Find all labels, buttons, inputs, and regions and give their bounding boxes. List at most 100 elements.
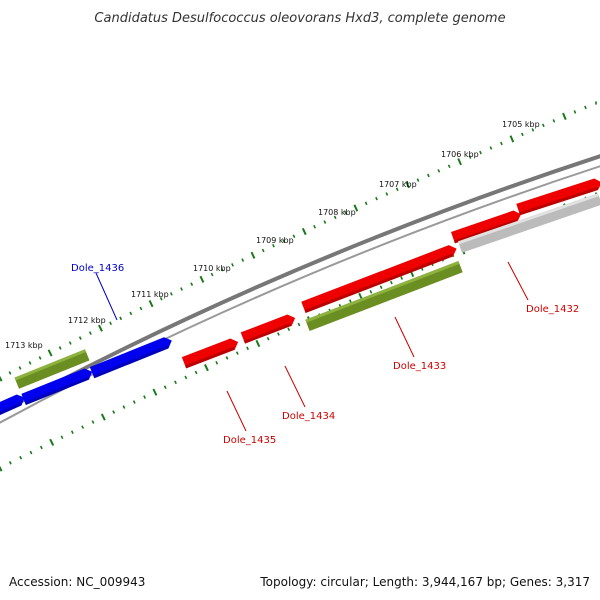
outer-ring-tick bbox=[88, 331, 92, 335]
leader-dole-1435 bbox=[226, 390, 247, 432]
gene-green-left[interactable] bbox=[14, 349, 90, 389]
inner-ring-tick bbox=[246, 346, 249, 351]
outer-ring-tick bbox=[521, 132, 524, 137]
gene-red-mid[interactable] bbox=[301, 243, 458, 313]
kbp-label-1709: 1709 kbp bbox=[256, 236, 294, 245]
map-title: Candidatus Desulfococcus oleovorans Hxd3… bbox=[94, 11, 505, 26]
gene-label-dole-1435[interactable]: Dole_1435 bbox=[223, 435, 276, 446]
gene-dole-1435[interactable] bbox=[181, 336, 240, 369]
gene-dole-1436[interactable] bbox=[89, 335, 174, 379]
inner-ring-tick bbox=[152, 388, 158, 396]
kbp-label-1713: 1713 kbp bbox=[5, 341, 43, 350]
outer-ring-tick bbox=[58, 346, 62, 350]
outer-ring-tick bbox=[231, 263, 234, 267]
kbp-label-1707: 1707 kbp bbox=[379, 180, 417, 189]
outer-ring-tick bbox=[584, 105, 587, 110]
kbp-label-1706: 1706 kbp bbox=[441, 150, 479, 159]
outer-ring-tick bbox=[457, 158, 462, 166]
outer-ring-tick bbox=[385, 192, 389, 196]
leader-dole-1436 bbox=[95, 272, 118, 321]
gene-label-dole-1434[interactable]: Dole_1434 bbox=[282, 411, 335, 422]
outer-ring-tick bbox=[272, 243, 275, 248]
inner-ring-tick bbox=[122, 405, 126, 409]
inner-ring-tick bbox=[60, 435, 64, 440]
inner-ring-tick bbox=[49, 438, 55, 446]
gene-blue-1[interactable] bbox=[21, 366, 94, 406]
outer-ring-tick bbox=[301, 227, 307, 236]
gene-label-dole-1432[interactable]: Dole_1432 bbox=[526, 304, 579, 315]
genome-summary-text: Topology: circular; Length: 3,944,167 bp… bbox=[259, 575, 590, 589]
inner-ring-tick bbox=[112, 410, 116, 414]
outer-ring-tick bbox=[220, 267, 224, 272]
outer-ring-tick bbox=[437, 169, 441, 173]
inner-ring-tick bbox=[132, 400, 136, 404]
outer-tick-ring bbox=[0, 101, 597, 382]
kbp-labels: 1705 kbp 1706 kbp 1707 kbp 1708 kbp 1709… bbox=[5, 120, 540, 350]
outer-ring-tick bbox=[562, 112, 567, 121]
outer-ring-tick bbox=[8, 371, 12, 375]
outer-ring-tick bbox=[427, 173, 430, 178]
outer-ring-tick bbox=[416, 178, 420, 182]
outer-ring-tick bbox=[199, 275, 205, 283]
outer-ring-tick bbox=[282, 239, 286, 243]
outer-ring-tick bbox=[109, 321, 112, 326]
outer-ring-tick bbox=[190, 282, 194, 286]
outer-ring-tick bbox=[47, 349, 53, 357]
leader-dole-1433 bbox=[394, 316, 415, 358]
inner-ring-tick bbox=[235, 351, 239, 355]
inner-ring-tick bbox=[163, 385, 167, 390]
outer-ring-tick bbox=[38, 356, 42, 360]
inner-ring-tick bbox=[91, 420, 95, 424]
outer-ring-tick bbox=[28, 361, 32, 365]
outer-ring-tick bbox=[210, 272, 214, 277]
inner-ring-tick bbox=[8, 461, 12, 465]
inner-ring-tick bbox=[81, 425, 85, 429]
outer-ring-tick bbox=[68, 341, 72, 345]
outer-ring-tick bbox=[129, 311, 133, 316]
outer-ring-tick bbox=[333, 215, 337, 220]
inner-ring-tick bbox=[390, 280, 393, 285]
outer-ring-tick bbox=[18, 366, 22, 370]
outer-ring-tick bbox=[313, 224, 316, 229]
outer-ring-tick bbox=[139, 306, 143, 311]
accession-text: Accession: NC_009943 bbox=[9, 575, 145, 589]
outer-ring-tick bbox=[353, 204, 359, 212]
backbone-inner bbox=[0, 165, 600, 424]
inner-ring-tick bbox=[29, 450, 33, 455]
kbp-label-1712: 1712 kbp bbox=[68, 316, 106, 325]
inner-ring-tick bbox=[70, 430, 74, 434]
outer-ring-tick bbox=[405, 181, 410, 189]
outer-ring-tick bbox=[261, 248, 265, 253]
inner-ring-tick bbox=[143, 395, 147, 399]
gene-grey-right[interactable] bbox=[458, 193, 600, 253]
outer-ring-tick bbox=[500, 141, 503, 146]
gene-label-dole-1436[interactable]: Dole_1436 bbox=[71, 263, 124, 274]
outer-ring-tick bbox=[489, 146, 493, 150]
inner-ring-tick bbox=[369, 290, 373, 294]
kbp-label-1708: 1708 kbp bbox=[318, 208, 356, 217]
inner-ring-tick bbox=[348, 299, 352, 303]
outer-ring-tick bbox=[573, 110, 577, 114]
outer-ring-tick bbox=[78, 336, 82, 340]
outer-ring-tick bbox=[292, 234, 296, 239]
outer-ring-tick bbox=[395, 187, 399, 192]
kbp-label-1705: 1705 kbp bbox=[502, 120, 540, 129]
gene-red-right-1[interactable] bbox=[451, 209, 523, 244]
inner-ring-tick bbox=[100, 413, 106, 421]
inner-ring-tick bbox=[255, 339, 261, 348]
inner-ring-tick bbox=[225, 356, 229, 360]
gene-dole-1434[interactable] bbox=[240, 312, 298, 344]
gene-dole-1432[interactable] bbox=[516, 177, 600, 216]
outer-ring-tick bbox=[250, 251, 256, 259]
kbp-label-1711: 1711 kbp bbox=[131, 290, 169, 299]
gene-features bbox=[0, 177, 600, 422]
inner-ring-tick bbox=[194, 370, 198, 375]
outer-ring-tick bbox=[119, 316, 123, 321]
gene-dole-1433[interactable] bbox=[305, 261, 463, 331]
gene-label-dole-1433[interactable]: Dole_1433 bbox=[393, 361, 446, 372]
outer-ring-tick bbox=[479, 150, 482, 155]
inner-ring-tick bbox=[277, 332, 280, 336]
inner-ring-tick bbox=[19, 455, 23, 460]
gene-blue-left[interactable] bbox=[0, 392, 27, 422]
